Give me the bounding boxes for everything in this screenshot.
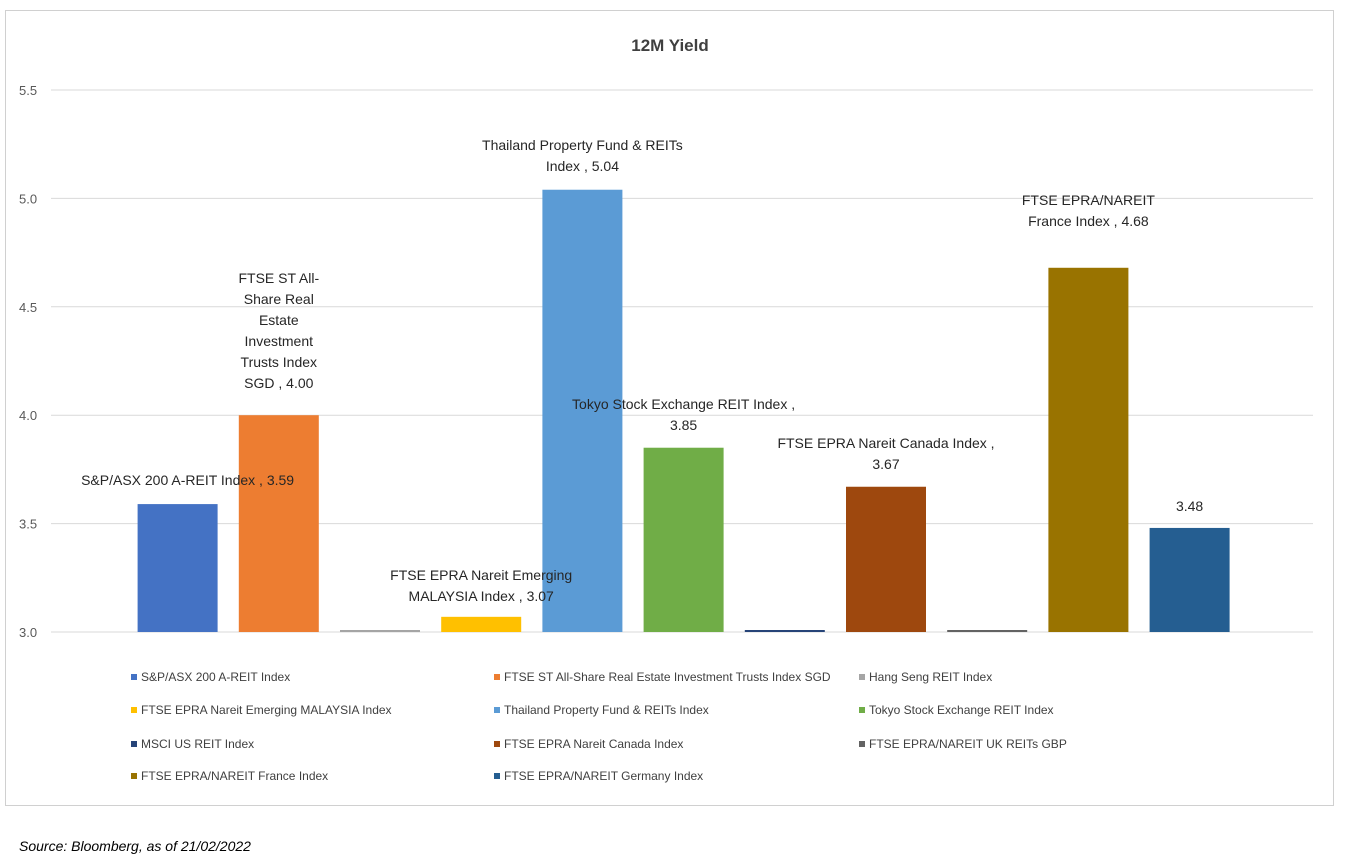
legend-swatch [494,674,500,680]
legend-entry: Hang Seng REIT Index [869,670,992,684]
legend-entry: S&P/ASX 200 A-REIT Index [141,670,290,684]
bar [643,447,724,632]
legend-entry: FTSE EPRA/NAREIT Germany Index [504,769,703,783]
data-label: FTSE ST All- [238,270,319,286]
y-tick-label: 5.5 [19,83,37,98]
legend-swatch [494,741,500,747]
y-tick-label: 3.0 [19,625,37,640]
legend-swatch [859,674,865,680]
bar [441,616,522,632]
data-label: Share Real [244,291,314,307]
bar [238,415,319,632]
data-label: MALAYSIA Index , 3.07 [409,588,554,604]
legend-swatch [131,707,137,713]
data-label: Tokyo Stock Exchange REIT Index , [572,396,795,412]
bar [846,486,926,632]
bars [137,189,1230,632]
y-tick-label: 4.0 [19,408,37,423]
legend-entry: MSCI US REIT Index [141,737,254,751]
y-tick-label: 5.0 [19,191,37,206]
legend: S&P/ASX 200 A-REIT Index FTSE ST All-Shar… [131,670,1067,783]
data-label: Estate [259,312,299,328]
bar [542,189,623,632]
chart-title: 12M Yield [631,36,708,55]
data-labels: S&P/ASX 200 A-REIT Index , 3.59 FTSE ST A… [81,137,1203,604]
legend-entry: FTSE EPRA Nareit Emerging MALAYSIA Index [141,703,392,717]
data-label: S&P/ASX 200 A-REIT Index , 3.59 [81,472,294,488]
chart-frame: 12M Yield 3.0 3.5 4.0 4.5 5.0 5.5 S&P/ASX 200… [5,10,1334,806]
data-label: Trusts Index [241,354,318,370]
legend-swatch [859,707,865,713]
legend-entry: FTSE ST All-Share Real Estate Investment… [504,670,831,684]
bar [340,630,420,632]
data-label: Investment [245,333,314,349]
bar [947,630,1028,632]
legend-swatch [859,741,865,747]
data-label: France Index , 4.68 [1028,213,1149,229]
data-label: Thailand Property Fund & REITs [482,137,683,153]
legend-entry: Thailand Property Fund & REITs Index [504,703,709,717]
source-note: Source: Bloomberg, as of 21/02/2022 [19,838,251,854]
data-label: 3.48 [1176,498,1203,514]
data-label: 3.67 [872,456,899,472]
y-tick-label: 3.5 [19,517,37,532]
data-label: FTSE EPRA Nareit Canada Index , [777,435,994,451]
legend-entry: Tokyo Stock Exchange REIT Index [869,703,1054,717]
data-label: FTSE EPRA Nareit Emerging [390,567,572,583]
legend-swatch [131,741,137,747]
bar [137,504,218,632]
data-label: Index , 5.04 [546,158,619,174]
data-label: FTSE EPRA/NAREIT [1022,192,1155,208]
legend-swatch [131,674,137,680]
legend-swatch [494,773,500,779]
bar [1149,527,1230,632]
data-label: 3.85 [670,417,697,433]
legend-entry: FTSE EPRA Nareit Canada Index [504,737,683,751]
legend-entry: FTSE EPRA/NAREIT UK REITs GBP [869,737,1067,751]
bar [744,630,825,632]
legend-entry: FTSE EPRA/NAREIT France Index [141,769,328,783]
legend-swatch [494,707,500,713]
legend-swatch [131,773,137,779]
data-label: SGD , 4.00 [244,375,313,391]
y-tick-label: 4.5 [19,300,37,315]
bar [1048,267,1129,632]
chart-svg: 12M Yield 3.0 3.5 4.0 4.5 5.0 5.5 S&P/ASX 200… [19,36,1313,783]
